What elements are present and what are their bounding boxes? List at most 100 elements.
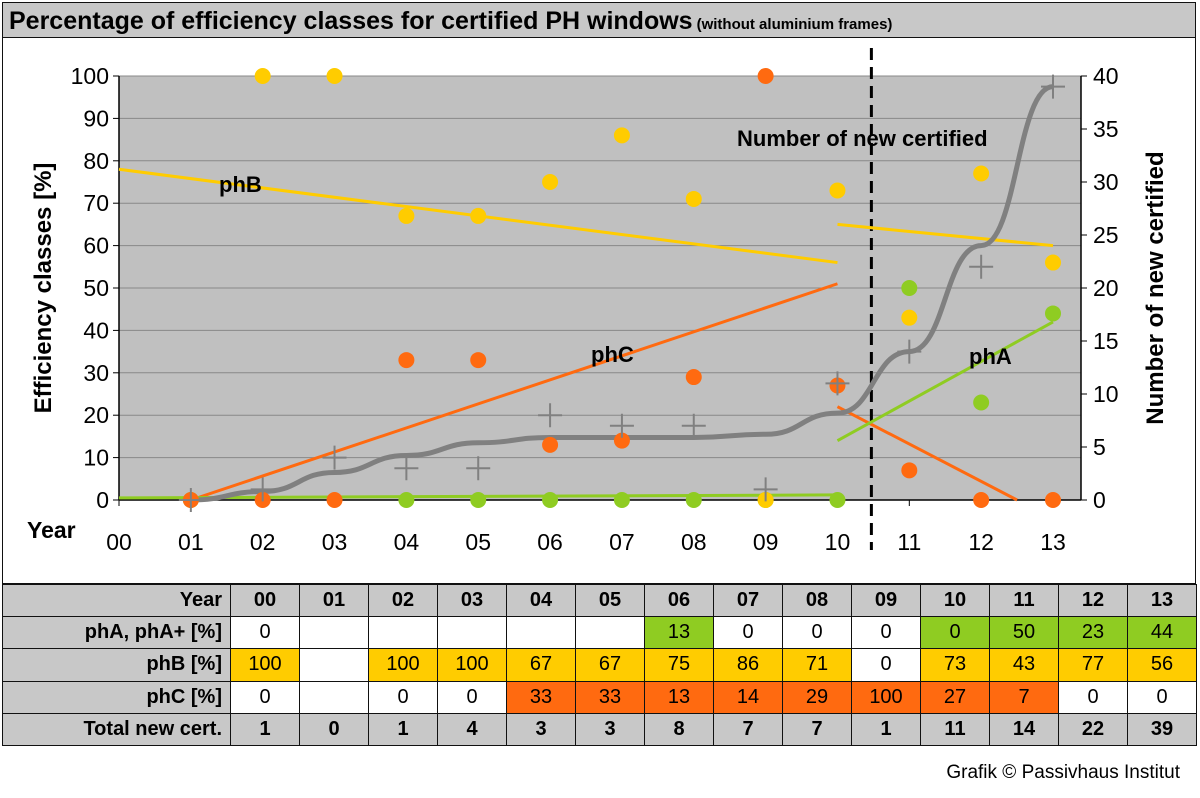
table-cell: 3	[506, 712, 576, 747]
chart-title-bar: Percentage of efficiency classes for cer…	[2, 2, 1196, 38]
y-tick-label: 0	[96, 487, 109, 513]
table-cell: 8	[644, 712, 714, 747]
x-tick-label: 03	[322, 529, 348, 555]
table-cell: 0	[230, 680, 300, 714]
title-text: Percentage of efficiency classes for cer…	[9, 7, 693, 35]
cert-point	[753, 477, 778, 502]
table-year-cell: 13	[1127, 583, 1197, 618]
table-cell: 43	[989, 648, 1059, 682]
table-cell	[299, 616, 369, 650]
phC-point	[1045, 492, 1061, 508]
table-cell: 50	[989, 616, 1059, 650]
efficiency-chart: 0102030405060708090100051015202530354000…	[27, 48, 1169, 555]
phA-annotation: phA	[969, 344, 1012, 369]
cert-trendline	[190, 84, 1054, 503]
y-tick-label: 20	[83, 402, 109, 428]
table-cell: 100	[437, 648, 507, 682]
phA-point	[901, 280, 918, 296]
table-year-cell: 04	[506, 583, 576, 618]
table-cell: 13	[644, 680, 714, 714]
cert-point	[466, 456, 491, 481]
table-year-row: Year 00 01 02 03 04 05 06 07 08 09 10 11 12 13	[2, 583, 1197, 618]
y-tick-label: 50	[83, 275, 109, 301]
x-tick-label: 09	[753, 529, 779, 555]
credit-text: Grafik © Passivhaus Institut	[946, 762, 1180, 783]
x-tick-label: 10	[825, 529, 851, 555]
phA-point	[470, 492, 487, 508]
phA-point	[613, 492, 630, 508]
phC-point	[757, 68, 774, 84]
y2-tick-label: 15	[1093, 328, 1119, 354]
phB-point	[254, 68, 271, 84]
table-cell: 44	[1127, 616, 1197, 650]
cert-point	[394, 456, 419, 481]
data-table: Year 00 01 02 03 04 05 06 07 08 09 10 11 12 13 phA, phA…	[2, 583, 1197, 747]
phA-point	[685, 492, 702, 508]
table-cell: 22	[1058, 712, 1128, 747]
chart-title: Percentage of efficiency classes for cer…	[9, 7, 892, 36]
phB-trendline	[837, 222, 1054, 248]
phC-point	[326, 492, 343, 508]
cert-point	[538, 403, 563, 428]
phB-point	[1045, 254, 1061, 271]
table-cell: 11	[920, 712, 990, 747]
table-cell: 0	[437, 680, 507, 714]
table-cell: 1	[230, 712, 300, 747]
table-year-cell: 03	[437, 583, 507, 618]
table-cell: 14	[713, 680, 783, 714]
table-year-cell: 06	[644, 583, 714, 618]
x-tick-label: 08	[681, 529, 707, 555]
table-cell: 0	[713, 616, 783, 650]
table-cell: 14	[989, 712, 1059, 747]
phA-point	[398, 492, 415, 508]
cert-annotation: Number of new certified	[737, 126, 988, 151]
phB-point	[685, 190, 702, 207]
table-cell: 0	[1127, 680, 1197, 714]
cert-point	[897, 339, 922, 364]
x-tick-label: 07	[609, 529, 635, 555]
phC-trendline	[836, 405, 1018, 502]
table-cell: 0	[851, 616, 921, 650]
table-row-header: Year	[2, 583, 231, 618]
table-row-header: phB [%]	[2, 648, 231, 682]
table-row-header: phC [%]	[2, 680, 231, 714]
table-cell: 75	[644, 648, 714, 682]
x-tick-label: 06	[537, 529, 563, 555]
cert-point	[609, 413, 634, 438]
cert-point	[681, 413, 706, 438]
phC-point	[973, 492, 990, 508]
phA-point	[829, 492, 846, 508]
table-cell: 0	[230, 616, 300, 650]
cert-point	[969, 254, 994, 279]
table-year-cell: 09	[851, 583, 921, 618]
cert-point	[1041, 74, 1065, 99]
table-cell: 0	[920, 616, 990, 650]
phA-trendline	[836, 320, 1054, 442]
table-cell: 1	[851, 712, 921, 747]
table-cell: 0	[782, 616, 852, 650]
phB-point	[398, 207, 415, 224]
chart-frame: 0 10 20 30 40 50 60 70 80 90 100 0 5 10 15 20 25 30 35 40 00…	[2, 38, 1196, 584]
x-tick-label: 01	[178, 529, 204, 555]
table-cell	[437, 616, 507, 650]
y-tick-label: 10	[83, 445, 109, 471]
y2-tick-label: 40	[1093, 63, 1119, 89]
table-cell	[368, 616, 438, 650]
table-year-cell: 10	[920, 583, 990, 618]
table-row-header: Total new cert.	[2, 712, 231, 747]
table-cell: 3	[575, 712, 645, 747]
x-tick-label: 11	[897, 529, 921, 555]
table-cell: 86	[713, 648, 783, 682]
table-cell: 7	[713, 712, 783, 747]
x-tick-label: 00	[106, 529, 132, 555]
phC-point	[470, 352, 487, 369]
table-cell: 0	[851, 648, 921, 682]
table-cell: 100	[368, 648, 438, 682]
table-cell: 39	[1127, 712, 1197, 747]
table-cell: 100	[230, 648, 300, 682]
cert-point	[250, 477, 275, 502]
table-year-cell: 08	[782, 583, 852, 618]
phB-point	[470, 207, 487, 224]
table-cell: 13	[644, 616, 714, 650]
y2-axis-label: Number of new certified	[1142, 151, 1169, 424]
